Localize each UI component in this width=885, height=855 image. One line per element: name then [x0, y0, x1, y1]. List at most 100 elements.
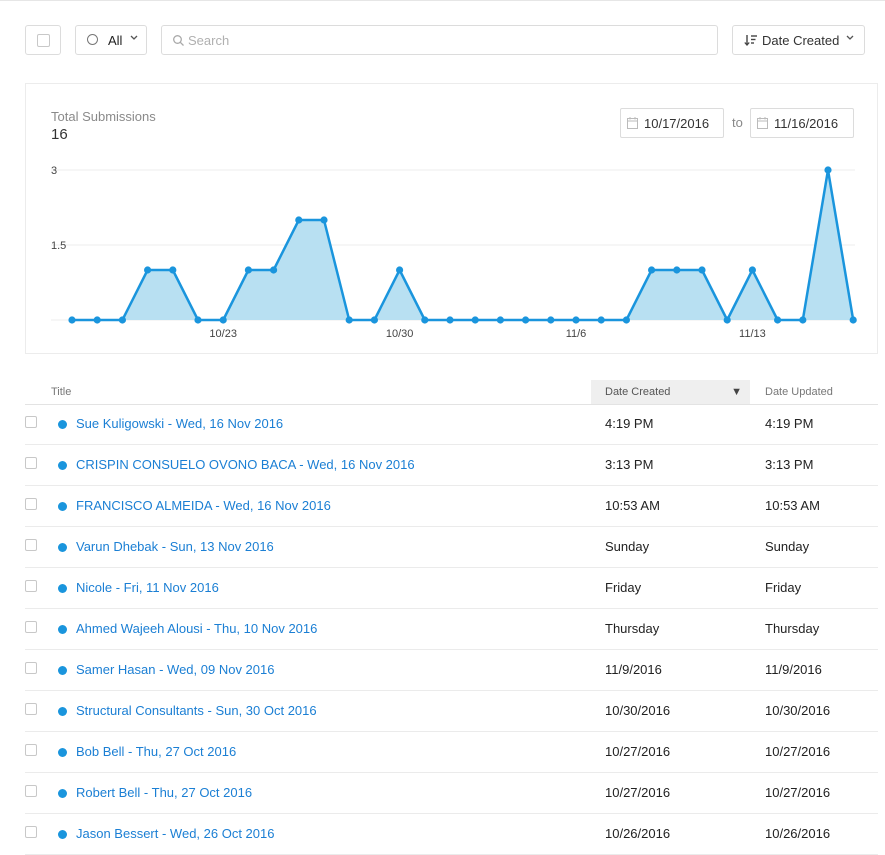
date-updated-cell: 11/9/2016: [765, 662, 822, 677]
data-point: [597, 316, 605, 324]
data-point: [446, 316, 454, 324]
data-point: [572, 316, 580, 324]
data-point: [748, 266, 757, 274]
table-row[interactable]: Ahmed Wajeeh Alousi - Thu, 10 Nov 2016 Th…: [25, 609, 878, 650]
chevron-down-icon: [846, 35, 854, 40]
data-point: [68, 316, 76, 324]
data-point: [320, 216, 328, 224]
row-checkbox[interactable]: [25, 662, 37, 674]
submission-title-link[interactable]: Nicole - Fri, 11 Nov 2016: [76, 580, 219, 595]
unread-dot-icon: [58, 543, 67, 552]
data-point: [219, 316, 227, 324]
data-point: [421, 316, 429, 324]
search-input[interactable]: [188, 30, 688, 50]
search-icon: [173, 35, 184, 46]
date-from-value: 10/17/2016: [644, 116, 710, 131]
date-updated-cell: 10:53 AM: [765, 498, 820, 513]
date-created-cell: 10/27/2016: [605, 744, 671, 759]
submission-title-link[interactable]: FRANCISCO ALMEIDA - Wed, 16 Nov 2016: [76, 498, 331, 513]
submission-title-link[interactable]: Ahmed Wajeeh Alousi - Thu, 10 Nov 2016: [76, 621, 318, 636]
submission-title-link[interactable]: CRISPIN CONSUELO OVONO BACA - Wed, 16 No…: [76, 457, 415, 472]
x-tick-label: 11/6: [566, 328, 587, 340]
top-divider: [0, 0, 885, 1]
table-row[interactable]: CRISPIN CONSUELO OVONO BACA - Wed, 16 No…: [25, 445, 878, 486]
table-row[interactable]: Bob Bell - Thu, 27 Oct 2016 10/27/2016 10/…: [25, 732, 878, 773]
data-point: [849, 316, 857, 324]
y-tick-label: 1.5: [51, 240, 66, 252]
select-all-checkbox[interactable]: [25, 25, 61, 55]
row-checkbox[interactable]: [25, 539, 37, 551]
data-point: [345, 316, 353, 324]
row-checkbox[interactable]: [25, 785, 37, 797]
row-checkbox[interactable]: [25, 621, 37, 633]
data-point: [622, 316, 631, 324]
column-header-date-created-label: Date Created: [605, 386, 671, 398]
date-updated-cell: Friday: [765, 580, 802, 595]
column-header-date-updated[interactable]: Date Updated: [765, 386, 833, 398]
date-created-cell: 10/30/2016: [605, 703, 671, 718]
status-filter-dropdown[interactable]: All: [75, 25, 147, 55]
unread-dot-icon: [58, 748, 67, 757]
table-row[interactable]: Samer Hasan - Wed, 09 Nov 2016 11/9/2016 1…: [25, 650, 878, 691]
date-created-cell: 3:13 PM: [605, 457, 654, 472]
data-point: [370, 316, 378, 324]
row-checkbox[interactable]: [25, 826, 37, 838]
date-updated-cell: 10/27/2016: [765, 744, 831, 759]
table-row[interactable]: FRANCISCO ALMEIDA - Wed, 16 Nov 2016 10:5…: [25, 486, 878, 527]
submission-title-link[interactable]: Jason Bessert - Wed, 26 Oct 2016: [76, 826, 275, 841]
submission-title-link[interactable]: Bob Bell - Thu, 27 Oct 2016: [76, 744, 237, 759]
date-to-field[interactable]: 11/16/2016: [750, 108, 854, 138]
sort-dropdown[interactable]: Date Created: [732, 25, 865, 55]
table-row[interactable]: Structural Consultants - Sun, 30 Oct 201…: [25, 691, 878, 732]
unread-dot-icon: [58, 584, 67, 593]
date-created-cell: 11/9/2016: [605, 662, 662, 677]
submission-title-link[interactable]: Structural Consultants - Sun, 30 Oct 201…: [76, 703, 317, 718]
calendar-icon: [757, 117, 768, 129]
submission-title-link[interactable]: Robert Bell - Thu, 27 Oct 2016: [76, 785, 253, 800]
data-point: [144, 266, 152, 274]
row-checkbox[interactable]: [25, 580, 37, 592]
date-created-cell: Thursday: [605, 621, 660, 636]
checkbox-square-icon: [37, 34, 50, 47]
area-fill: [72, 170, 854, 320]
date-created-cell: Friday: [605, 580, 642, 595]
unread-dot-icon: [58, 789, 67, 798]
search-box[interactable]: [161, 25, 718, 55]
date-updated-cell: 4:19 PM: [765, 416, 814, 431]
date-range-to-label: to: [732, 115, 743, 130]
sort-label: Date Created: [762, 33, 840, 48]
date-from-field[interactable]: 10/17/2016: [620, 108, 724, 138]
data-point: [824, 166, 832, 174]
row-checkbox[interactable]: [25, 703, 37, 715]
row-checkbox[interactable]: [25, 416, 37, 428]
column-header-title[interactable]: Title: [51, 386, 72, 398]
toolbar: All Date Created: [25, 25, 865, 55]
date-updated-cell: 3:13 PM: [765, 457, 814, 472]
unread-dot-icon: [58, 707, 67, 716]
data-point: [698, 266, 706, 274]
table-row[interactable]: Jason Bessert - Wed, 26 Oct 2016 10/26/20…: [25, 814, 878, 855]
data-point: [270, 266, 278, 274]
submission-title-link[interactable]: Sue Kuligowski - Wed, 16 Nov 2016: [76, 416, 284, 431]
date-to-value: 11/16/2016: [774, 116, 839, 131]
data-point: [471, 316, 479, 324]
row-checkbox[interactable]: [25, 744, 37, 756]
circle-icon: [87, 34, 98, 45]
data-point: [496, 316, 504, 324]
unread-dot-icon: [58, 666, 67, 675]
submission-title-link[interactable]: Samer Hasan - Wed, 09 Nov 2016: [76, 662, 275, 677]
data-point: [673, 266, 681, 274]
data-point: [118, 316, 126, 324]
submission-title-link[interactable]: Varun Dhebak - Sun, 13 Nov 2016: [76, 539, 274, 554]
table-row[interactable]: Nicole - Fri, 11 Nov 2016 Friday Friday: [25, 568, 878, 609]
sort-descending-icon: [744, 35, 757, 46]
row-checkbox[interactable]: [25, 498, 37, 510]
table-row[interactable]: Robert Bell - Thu, 27 Oct 2016 10/27/2016…: [25, 773, 878, 814]
row-checkbox[interactable]: [25, 457, 37, 469]
table-row[interactable]: Varun Dhebak - Sun, 13 Nov 2016 Sunday Sun…: [25, 527, 878, 568]
calendar-icon: [627, 117, 638, 129]
total-submissions-label: Total Submissions: [51, 109, 156, 124]
date-updated-cell: Thursday: [765, 621, 820, 636]
column-header-date-created[interactable]: Date Created ▼: [591, 380, 750, 404]
table-row[interactable]: Sue Kuligowski - Wed, 16 Nov 2016 4:19 PM…: [25, 404, 878, 445]
